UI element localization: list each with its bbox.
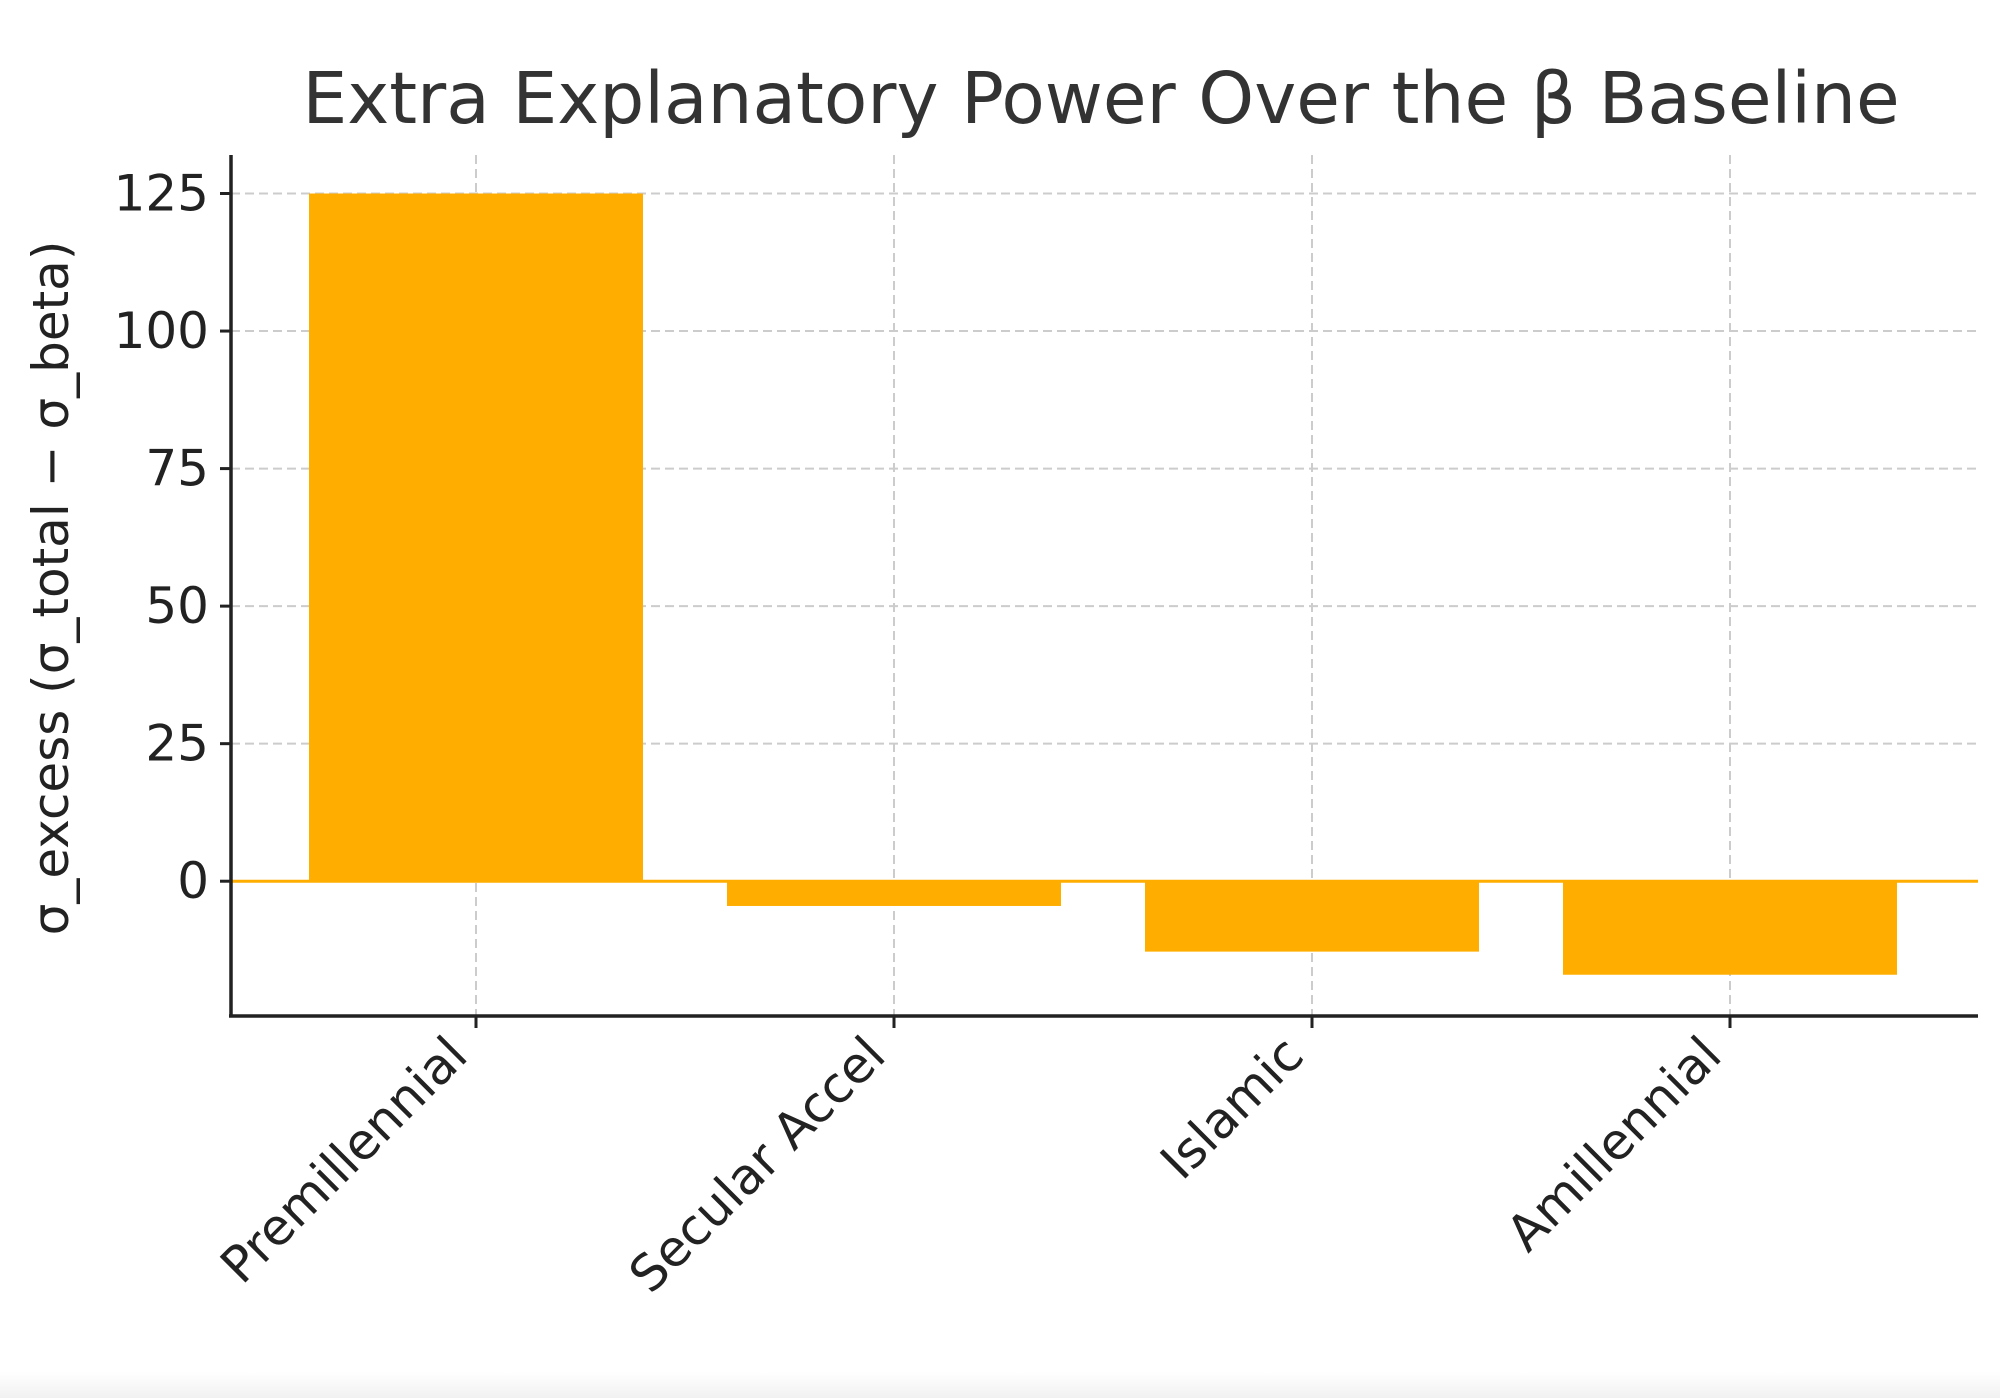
y-tick-label: 0 bbox=[177, 852, 209, 910]
y-tick-label: 50 bbox=[145, 577, 209, 635]
y-tick-label: 100 bbox=[114, 302, 209, 360]
bar bbox=[1563, 881, 1897, 975]
bar bbox=[1145, 881, 1479, 952]
x-tick-label: Secular Accel bbox=[618, 1025, 896, 1303]
chart-title: Extra Explanatory Power Over the β Basel… bbox=[302, 57, 1899, 140]
x-ticks: Premillennial Secular Accel Islamic Amillen… bbox=[209, 1016, 1732, 1304]
y-axis-label: σ_excess (σ_total − σ_beta) bbox=[22, 241, 80, 936]
x-tick-label: Amillennial bbox=[1495, 1025, 1732, 1262]
y-tick-label: 25 bbox=[145, 715, 209, 773]
bar bbox=[727, 881, 1061, 906]
axes bbox=[229, 155, 1978, 1018]
footer-strip bbox=[0, 1372, 2000, 1398]
x-tick-label: Islamic bbox=[1149, 1025, 1314, 1190]
x-tick-label: Premillennial bbox=[209, 1025, 478, 1294]
bars bbox=[231, 193, 1978, 975]
y-tick-label: 75 bbox=[145, 440, 209, 498]
y-ticks: 0 25 50 75 100 125 bbox=[114, 165, 231, 910]
y-tick-label: 125 bbox=[114, 165, 209, 223]
bar bbox=[309, 193, 643, 882]
